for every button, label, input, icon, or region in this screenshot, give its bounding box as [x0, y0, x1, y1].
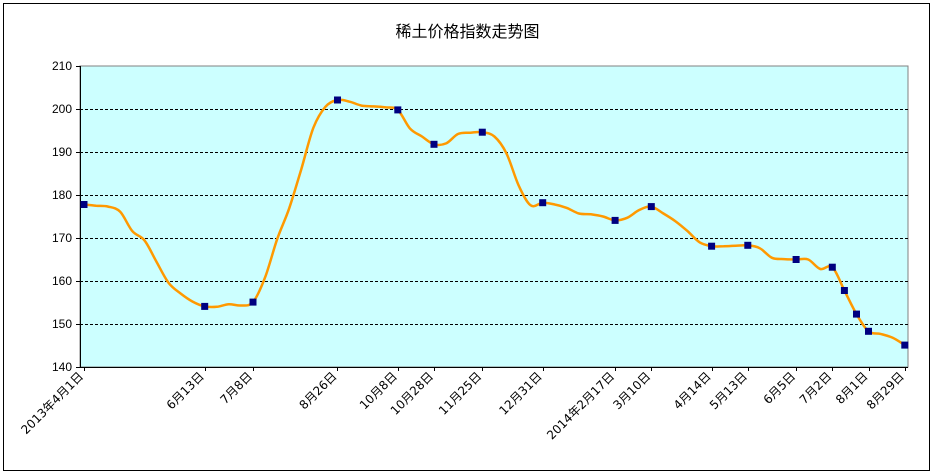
data-point-marker [611, 216, 619, 224]
y-tick-label: 160 [52, 274, 72, 288]
data-point-marker [840, 287, 848, 294]
data-point-marker [394, 106, 402, 114]
y-axis-ticks: 140 150 160 170 180 190 200 210 [52, 59, 80, 374]
y-tick-label: 190 [52, 145, 72, 159]
data-point-marker [865, 327, 872, 335]
x-tick-label: 12月31日 [496, 369, 544, 417]
x-tick-label: 2014年2月17日 [544, 369, 617, 442]
y-tick-label: 170 [52, 231, 72, 245]
data-point-marker [334, 96, 341, 104]
x-tick-label: 3月10日 [610, 369, 653, 412]
data-point-marker [708, 242, 716, 250]
x-tick-label: 2013年4月1日 [18, 369, 86, 437]
data-point-marker [853, 310, 860, 318]
data-point-marker [901, 341, 909, 349]
x-tick-label: 4月14日 [671, 369, 714, 412]
axes [80, 66, 908, 368]
data-point-marker [249, 298, 257, 306]
data-point-marker [478, 128, 486, 136]
x-tick-label: 11月25日 [436, 369, 484, 417]
data-point-marker [80, 201, 88, 208]
x-tick-label: 5月13日 [707, 369, 750, 412]
x-tick-label: 8月26日 [297, 369, 340, 412]
y-tick-label: 180 [52, 188, 72, 202]
data-point-marker [430, 140, 438, 148]
gridlines [80, 109, 908, 325]
data-point-marker [744, 241, 752, 249]
data-point-marker [792, 256, 800, 263]
series-line [83, 98, 906, 347]
plot-area [79, 65, 909, 368]
y-tick-label: 210 [52, 59, 72, 73]
data-point-marker [539, 199, 547, 207]
y-tick-label: 200 [52, 102, 72, 116]
data-point-marker [647, 203, 655, 211]
x-tick-label: 6月5日 [761, 369, 799, 407]
x-tick-label: 7月2日 [797, 369, 835, 407]
series-markers [80, 96, 909, 349]
y-tick-label: 150 [52, 317, 72, 331]
x-tick-label: 7月8日 [217, 369, 255, 407]
x-tick-label: 8月29日 [864, 369, 907, 412]
data-point-marker [201, 302, 209, 310]
x-tick-label: 6月13日 [164, 369, 207, 412]
data-point-marker [828, 263, 836, 271]
chart-title: 稀土价格指数走势图 [395, 22, 540, 41]
y-tick-label: 140 [52, 360, 72, 374]
